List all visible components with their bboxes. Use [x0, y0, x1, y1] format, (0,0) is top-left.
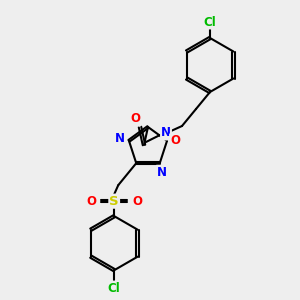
Text: Cl: Cl — [204, 16, 216, 28]
Text: N: N — [115, 132, 125, 145]
Text: O: O — [86, 195, 96, 208]
Text: N: N — [157, 166, 167, 179]
Text: S: S — [110, 195, 119, 208]
Text: N: N — [161, 127, 171, 140]
Text: O: O — [130, 112, 140, 125]
Text: H: H — [171, 136, 179, 146]
Text: Cl: Cl — [108, 282, 121, 295]
Text: O: O — [132, 195, 142, 208]
Text: O: O — [170, 134, 180, 147]
